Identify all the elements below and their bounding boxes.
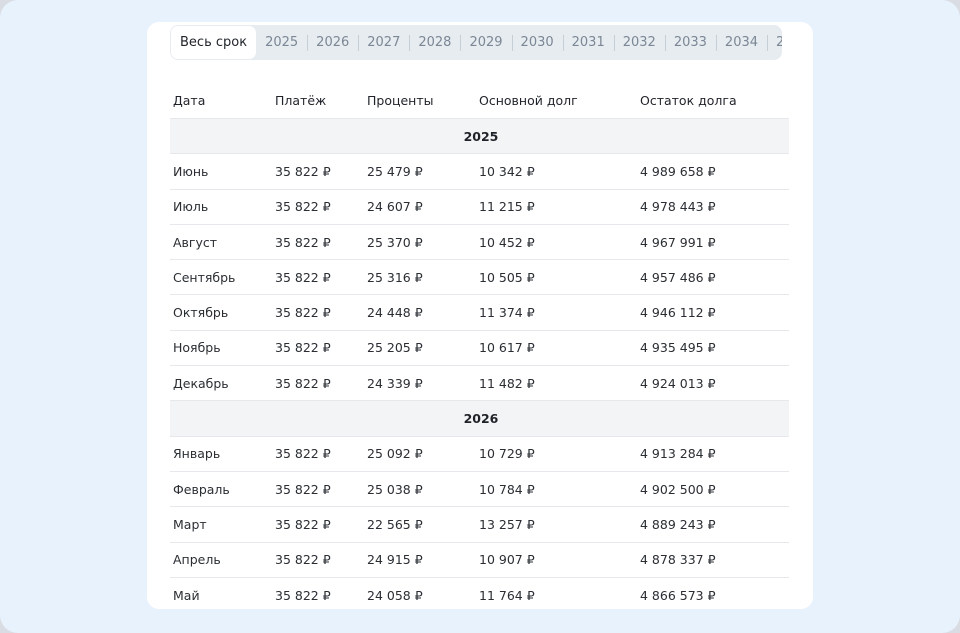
cell-principal: 10 729 ₽ (476, 435, 637, 472)
cell-payment: 35 822 ₽ (272, 259, 364, 295)
tab-2031[interactable]: 2031 (562, 25, 614, 60)
year-group-label: 2025 (170, 117, 789, 154)
cell-balance: 4 902 500 ₽ (637, 470, 789, 507)
cell-balance: 4 978 443 ₽ (637, 188, 789, 225)
cell-interest: 25 205 ₽ (364, 329, 476, 366)
cell-principal: 10 452 ₽ (476, 223, 637, 260)
cell-principal: 11 374 ₽ (476, 294, 637, 331)
tab-2028[interactable]: 2028 (409, 25, 460, 60)
cell-principal: 13 257 ₽ (476, 506, 637, 543)
cell-date: Декабрь (170, 365, 272, 401)
cell-interest: 25 370 ₽ (364, 223, 476, 260)
cell-payment: 35 822 ₽ (272, 153, 364, 190)
cell-date: Апрель (170, 541, 272, 578)
cell-date: Февраль (170, 470, 272, 507)
cell-interest: 24 607 ₽ (364, 188, 476, 225)
column-header-payment: Платёж (275, 92, 327, 108)
table-row: Октябрь 35 822 ₽24 448 ₽11 374 ₽4 946 112… (170, 294, 789, 331)
cell-date: Октябрь (170, 294, 272, 331)
table-row: Май 35 822 ₽24 058 ₽11 764 ₽4 866 573 ₽ (170, 576, 789, 609)
cell-balance: 4 924 013 ₽ (637, 365, 789, 401)
cell-payment: 35 822 ₽ (272, 576, 364, 609)
cell-interest: 22 565 ₽ (364, 506, 476, 543)
table-row: Февраль 35 822 ₽25 038 ₽10 784 ₽4 902 500… (170, 470, 789, 507)
cell-payment: 35 822 ₽ (272, 506, 364, 543)
year-group-row: 2025 (170, 117, 789, 154)
cell-interest: 25 092 ₽ (364, 435, 476, 472)
cell-payment: 35 822 ₽ (272, 294, 364, 331)
cell-balance: 4 935 495 ₽ (637, 329, 789, 366)
table-row: Март 35 822 ₽22 565 ₽13 257 ₽4 889 243 ₽ (170, 506, 789, 543)
cell-balance: 4 989 658 ₽ (637, 153, 789, 190)
cell-interest: 25 038 ₽ (364, 470, 476, 507)
table-row: Ноябрь 35 822 ₽25 205 ₽10 617 ₽4 935 495 … (170, 329, 789, 366)
tab-2034[interactable]: 2034 (715, 25, 767, 60)
cell-balance: 4 913 284 ₽ (637, 435, 789, 472)
column-header-principal: Основной долг (479, 92, 578, 108)
tab-2033[interactable]: 2033 (664, 25, 716, 60)
cell-date: Май (170, 576, 272, 609)
year-group-row: 2026 (170, 400, 789, 437)
cell-payment: 35 822 ₽ (272, 188, 364, 225)
table-row: Декабрь 35 822 ₽24 339 ₽11 482 ₽4 924 013… (170, 365, 789, 401)
payment-schedule-table: Дата Платёж Проценты Основной долг Остаток д… (170, 82, 789, 609)
cell-payment: 35 822 ₽ (272, 223, 364, 260)
cell-payment: 35 822 ₽ (272, 470, 364, 507)
cell-balance: 4 967 991 ₽ (637, 223, 789, 260)
cell-payment: 35 822 ₽ (272, 541, 364, 578)
cell-interest: 25 316 ₽ (364, 259, 476, 295)
table-row: Январь 35 822 ₽25 092 ₽10 729 ₽4 913 284 … (170, 435, 789, 472)
cell-date: Июнь (170, 153, 272, 190)
cell-principal: 11 482 ₽ (476, 365, 637, 401)
cell-principal: 10 617 ₽ (476, 329, 637, 366)
cell-payment: 35 822 ₽ (272, 365, 364, 401)
cell-date: Август (170, 223, 272, 260)
cell-principal: 10 342 ₽ (476, 153, 637, 190)
tab-2027[interactable]: 2027 (358, 25, 409, 60)
table-row: Июль 35 822 ₽24 607 ₽11 215 ₽4 978 443 ₽ (170, 188, 789, 225)
column-header-interest: Проценты (367, 92, 434, 108)
tab-2026[interactable]: 2026 (307, 25, 358, 60)
cell-balance: 4 889 243 ₽ (637, 506, 789, 543)
table-header: Дата Платёж Проценты Основной долг Остаток д… (170, 82, 789, 119)
tab-2025[interactable]: 2025 (265, 35, 299, 50)
tab-2035[interactable]: 2035 (767, 25, 782, 60)
cell-interest: 24 058 ₽ (364, 576, 476, 609)
cell-interest: 24 339 ₽ (364, 365, 476, 401)
cell-principal: 11 215 ₽ (476, 188, 637, 225)
cell-date: Январь (170, 435, 272, 472)
cell-balance: 4 878 337 ₽ (637, 541, 789, 578)
cell-principal: 10 907 ₽ (476, 541, 637, 578)
column-header-balance: Остаток долга (640, 92, 737, 108)
payment-schedule-card: Весь срок 2025 2026 2027 2028 2029 2030 2031 203… (147, 22, 813, 609)
cell-principal: 10 505 ₽ (476, 259, 637, 295)
year-tabs: Весь срок 2025 2026 2027 2028 2029 2030 2031 203… (170, 25, 782, 60)
cell-date: Март (170, 506, 272, 543)
cell-interest: 25 479 ₽ (364, 153, 476, 190)
cell-date: Июль (170, 188, 272, 225)
cell-principal: 10 784 ₽ (476, 470, 637, 507)
cell-principal: 11 764 ₽ (476, 576, 637, 609)
tab-2029[interactable]: 2029 (460, 25, 511, 60)
column-header-date: Дата (173, 92, 206, 108)
cell-date: Ноябрь (170, 329, 272, 366)
table-row: Июнь 35 822 ₽25 479 ₽10 342 ₽4 989 658 ₽ (170, 153, 789, 190)
year-group-label: 2026 (170, 400, 789, 437)
table-row: Сентябрь 35 822 ₽25 316 ₽10 505 ₽4 957 48… (170, 259, 789, 295)
cell-balance: 4 957 486 ₽ (637, 259, 789, 295)
table-row: Август 35 822 ₽25 370 ₽10 452 ₽4 967 991 … (170, 223, 789, 260)
tab-2032[interactable]: 2032 (613, 25, 665, 60)
cell-payment: 35 822 ₽ (272, 329, 364, 366)
cell-balance: 4 866 573 ₽ (637, 576, 789, 609)
tab-2030[interactable]: 2030 (511, 25, 563, 60)
table-row: Апрель 35 822 ₽24 915 ₽10 907 ₽4 878 337 … (170, 541, 789, 578)
cell-balance: 4 946 112 ₽ (637, 294, 789, 331)
tab-all-term[interactable]: Весь срок (171, 26, 257, 59)
cell-payment: 35 822 ₽ (272, 435, 364, 472)
cell-interest: 24 448 ₽ (364, 294, 476, 331)
cell-interest: 24 915 ₽ (364, 541, 476, 578)
cell-date: Сентябрь (170, 259, 272, 295)
